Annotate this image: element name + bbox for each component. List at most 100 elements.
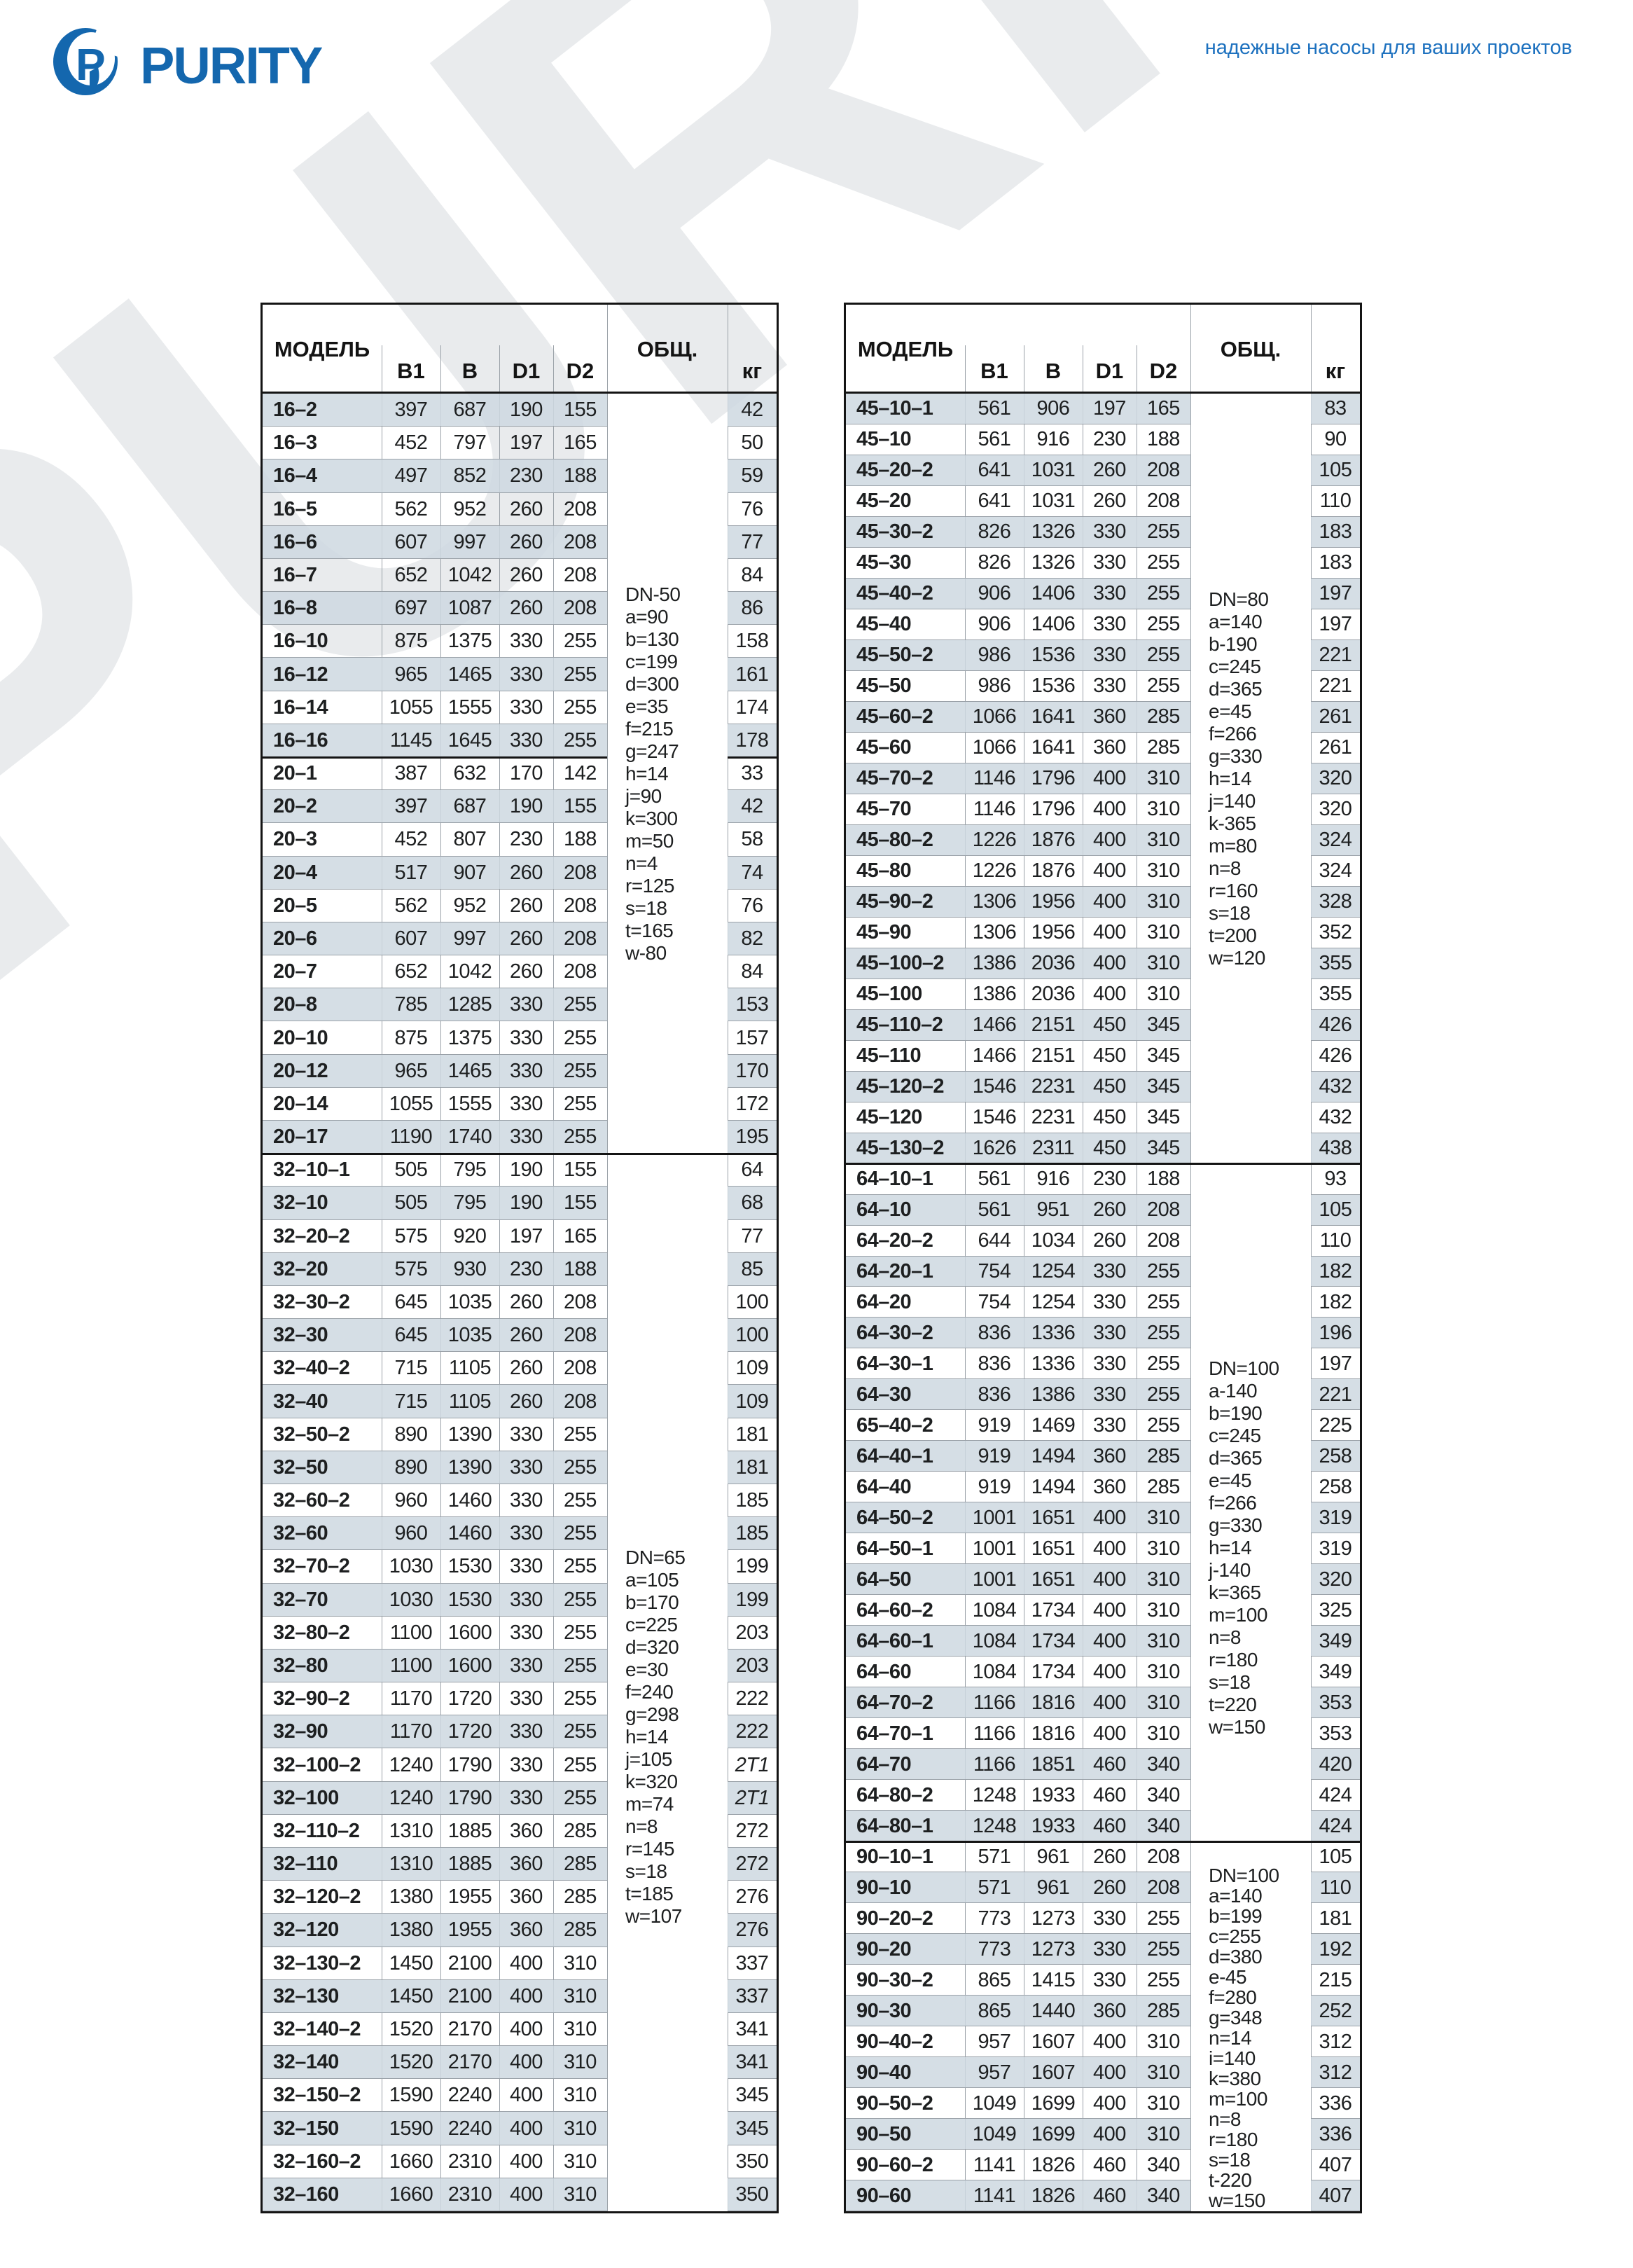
table-row	[263, 1319, 607, 1353]
cell-d2: 255	[1147, 520, 1180, 544]
cell-d2: 310	[564, 1984, 597, 2007]
cell-model: 64–20–1	[856, 1260, 933, 1282]
obsh-note-line: m=100	[1209, 1604, 1267, 1626]
cell-model: 64–80–1	[856, 1814, 933, 1837]
cell-d1: 260	[1093, 1845, 1126, 1868]
obsh-note-line: DN=100	[1209, 1357, 1279, 1379]
cell-kg: 426	[1319, 1044, 1352, 1067]
table-row	[263, 890, 607, 922]
group-separator	[263, 756, 607, 759]
cell-kg: 170	[735, 1059, 769, 1082]
cell-d2: 255	[564, 1126, 597, 1149]
table-row	[263, 2178, 607, 2211]
cell-d1: 260	[510, 530, 543, 553]
table-row-kg	[728, 1979, 777, 2013]
cell-d1: 230	[510, 1257, 543, 1280]
cell-d1: 260	[510, 960, 543, 983]
cell-b1: 1248	[972, 1783, 1017, 1806]
obsh-note-line: DN=65	[625, 1547, 686, 1568]
cell-kg: 105	[1319, 459, 1352, 482]
obsh-note-line: e-45	[1209, 1966, 1247, 1988]
cell-d2: 188	[564, 464, 597, 488]
cell-b1: 1100	[389, 1654, 433, 1677]
cell-d1: 400	[1093, 1691, 1126, 1714]
table-row	[263, 1583, 607, 1617]
table-row-kg	[728, 1252, 777, 1286]
obsh-note-line: f=240	[625, 1681, 674, 1703]
cell-kg: 110	[1319, 1229, 1351, 1252]
table-row	[846, 1749, 1190, 1780]
cell-model: 32–120	[273, 1918, 339, 1942]
column-header-b: B	[461, 358, 478, 383]
cell-d1: 400	[1093, 859, 1126, 883]
table-row	[846, 794, 1190, 825]
cell-model: 45–90–2	[856, 890, 933, 913]
cell-kg: 221	[1319, 675, 1352, 698]
obsh-note-line: t=200	[1209, 925, 1257, 946]
cell-d1: 330	[510, 1687, 543, 1710]
cell-d1: 400	[510, 2017, 543, 2040]
cell-d2: 255	[564, 1621, 597, 1644]
cell-kg: 33	[741, 762, 763, 785]
cell-d2: 208	[564, 894, 597, 917]
cell-kg: 337	[735, 1951, 769, 1975]
cell-b: 1494	[1031, 1475, 1076, 1498]
cell-b: 1826	[1031, 2153, 1076, 2176]
cell-b: 1796	[1031, 767, 1076, 790]
cell-d1: 330	[510, 1621, 543, 1644]
cell-d2: 310	[1147, 2091, 1180, 2115]
obsh-note: DN-50 a=90 b=130 c=199 d=300 e=35 f=215 g=247 h=…	[625, 583, 725, 964]
cell-d1: 360	[1093, 1999, 1126, 2022]
cell-b1: 575	[394, 1224, 428, 1247]
cell-kg: 341	[735, 2051, 769, 2074]
cell-model: 20–5	[273, 894, 317, 917]
cell-b: 797	[453, 431, 487, 455]
cell-d2: 285	[564, 1819, 597, 1842]
cell-model: 32–130	[273, 1984, 339, 2007]
cell-model: 90–50–2	[856, 2091, 933, 2115]
cell-b: 1326	[1031, 551, 1076, 574]
obsh-note-line: a=140	[1209, 1885, 1263, 1907]
cell-kg: 328	[1319, 890, 1352, 913]
cell-b1: 754	[978, 1290, 1011, 1313]
cell-d1: 360	[510, 1819, 543, 1842]
cell-d2: 255	[564, 1687, 597, 1710]
cell-b1: 1066	[972, 705, 1017, 728]
obsh-note-line: r=180	[1209, 1649, 1258, 1671]
obsh-note-line: d=365	[1209, 1447, 1263, 1469]
cell-d2: 285	[564, 1886, 597, 1909]
table-row-kg	[1311, 1379, 1360, 1411]
cell-kg: 181	[735, 1423, 769, 1446]
cell-d2: 310	[564, 2183, 597, 2206]
table-row-kg	[1311, 2180, 1360, 2211]
cell-b: 1734	[1031, 1629, 1076, 1652]
cell-kg: 185	[735, 1522, 769, 1545]
cell-d1: 330	[1093, 1937, 1126, 1961]
cell-d1: 330	[510, 1555, 543, 1578]
cell-d1: 400	[1093, 921, 1126, 944]
cell-d2: 188	[564, 1257, 597, 1280]
table-row	[263, 922, 607, 956]
table-row	[263, 1352, 607, 1385]
table-row-kg	[728, 1583, 777, 1617]
cell-model: 45–120	[856, 1106, 922, 1129]
cell-kg: 158	[735, 630, 769, 653]
cell-model: 64–30–1	[856, 1352, 933, 1375]
group-separator	[846, 1840, 1360, 1843]
obsh-note-line: b=130	[625, 628, 679, 650]
cell-d1: 330	[510, 1654, 543, 1677]
obsh-note-line: k=320	[625, 1771, 678, 1792]
obsh-note-line: g=247	[625, 740, 679, 762]
cell-d1: 260	[510, 1324, 543, 1347]
cell-d2: 155	[564, 795, 597, 818]
obsh-note: DN=65 a=105 b=170 c=225 d=320 e=30 f=240 g=298 h…	[625, 1547, 725, 1928]
cell-b1: 1166	[973, 1752, 1016, 1776]
table-row-kg	[728, 1617, 777, 1650]
table-row-kg	[728, 394, 777, 427]
cell-d2: 255	[1147, 551, 1180, 574]
cell-model: 45–10–1	[856, 397, 933, 420]
cell-kg: 185	[735, 1489, 769, 1512]
cell-d1: 197	[510, 431, 543, 455]
cell-model: 90–30	[856, 1999, 912, 2022]
obsh-note-line: k=365	[1209, 1582, 1261, 1603]
